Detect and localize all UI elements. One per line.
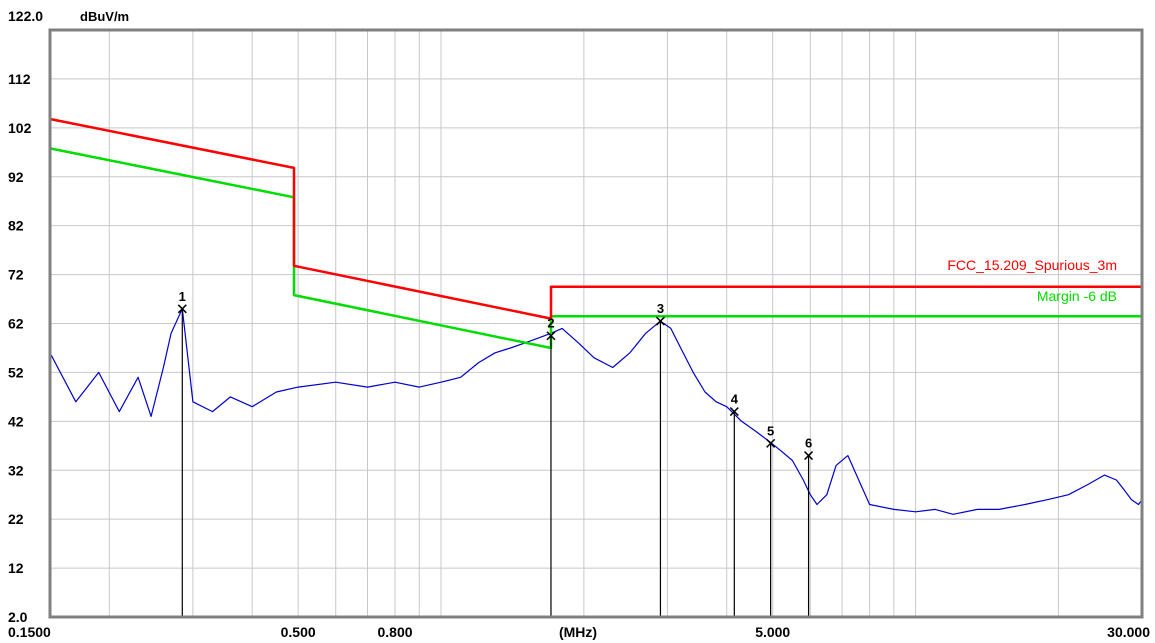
y-tick-label-11: 12 xyxy=(8,560,24,576)
x-tick-label-3: 5.000 xyxy=(755,624,790,640)
y-tick-label-0: 122.0 xyxy=(8,8,43,24)
marker-x-1 xyxy=(177,304,187,314)
legend-label-0: FCC_15.209_Spurious_3m xyxy=(947,257,1117,273)
marker-label-3: 3 xyxy=(657,301,664,316)
y-tick-label-2: 102 xyxy=(8,120,32,136)
marker-layer: 1 2 3 4 5 6 xyxy=(177,289,814,617)
series-layer xyxy=(49,117,1143,515)
y-tick-label-1: 112 xyxy=(8,71,31,87)
marker-x-5 xyxy=(766,438,776,448)
x-tick-label-2: 0.800 xyxy=(377,624,412,640)
y-tick-label-6: 62 xyxy=(8,316,24,332)
x-tick-label-4: 30.000 xyxy=(1107,624,1150,640)
plot-border xyxy=(48,28,1144,619)
series-line-1 xyxy=(49,147,1142,350)
y-tick-label-8: 42 xyxy=(8,413,24,429)
series-line-0 xyxy=(49,117,1142,320)
x-tick-labels: 0.1500 0.500 0.800 5.000 30.000 xyxy=(8,624,1150,640)
y-axis-unit: dBuV/m xyxy=(80,9,129,24)
marker-label-6: 6 xyxy=(805,436,812,451)
marker-label-2: 2 xyxy=(547,316,554,331)
marker-x-3 xyxy=(655,316,665,326)
legend-label-1: Margin -6 dB xyxy=(1037,288,1117,304)
x-tick-label-1: 0.500 xyxy=(281,624,316,640)
y-tick-label-4: 82 xyxy=(8,218,24,234)
grid-lines xyxy=(50,29,1142,618)
y-tick-label-10: 22 xyxy=(8,511,24,527)
x-axis-unit: (MHz) xyxy=(559,624,597,640)
y-tick-label-7: 52 xyxy=(8,364,24,380)
y-tick-label-5: 72 xyxy=(8,267,24,283)
marker-label-4: 4 xyxy=(731,392,739,407)
marker-x-2 xyxy=(546,331,556,341)
marker-x-4 xyxy=(729,407,739,417)
legend: FCC_15.209_Spurious_3m Margin -6 dB xyxy=(947,257,1117,304)
series-line-2 xyxy=(49,308,1143,515)
marker-x-6 xyxy=(804,451,814,461)
marker-label-5: 5 xyxy=(767,423,774,438)
y-tick-label-12: 2.0 xyxy=(8,609,28,625)
marker-label-1: 1 xyxy=(179,289,186,304)
x-tick-label-0: 0.1500 xyxy=(8,624,51,640)
y-tick-label-3: 92 xyxy=(8,169,24,185)
y-tick-label-9: 32 xyxy=(8,462,24,478)
